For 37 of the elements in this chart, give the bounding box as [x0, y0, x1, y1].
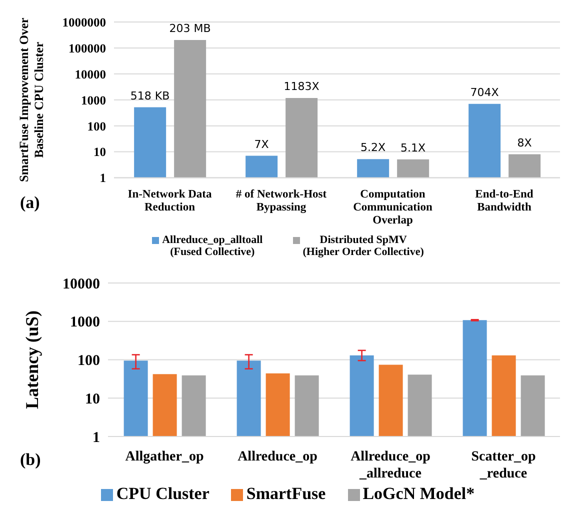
- y-tick-label: 1000: [70, 314, 100, 331]
- y-tick-label: 10000: [74, 67, 106, 82]
- data-label: 8X: [517, 136, 532, 150]
- data-label: 7X: [254, 138, 270, 151]
- data-label: 5.2X: [360, 141, 386, 154]
- legend-label: Distributed SpMV (Higher Order Collective): [302, 234, 424, 259]
- y-tick-label: 10: [94, 145, 106, 160]
- y-tick-label: 1000: [81, 93, 106, 108]
- y-tick-label: 1: [100, 171, 106, 186]
- x-tick-label: Scatter_op_reduce: [471, 449, 536, 482]
- y-tick-label: 100: [87, 119, 106, 134]
- x-tick-label: # of Network-Host Bypassing: [236, 188, 327, 214]
- y-tick-label: 100: [78, 353, 100, 370]
- x-tick-label: Allreduce_op_allreduce: [350, 449, 431, 482]
- text: (b): [20, 450, 41, 470]
- legend-label: Allreduce_op_alltoall (Fused Collective): [162, 234, 263, 259]
- y-tick-label: 1000000: [62, 15, 106, 30]
- data-label: 1183X: [284, 80, 320, 93]
- x-tick-label: End-to-End Bandwidth: [475, 188, 534, 214]
- text: (a): [20, 193, 40, 213]
- y-tick-label: 100000: [68, 41, 106, 56]
- annotation: 203 MB: [169, 22, 211, 35]
- annotation: 518 KB: [130, 89, 170, 102]
- x-tick-label: Allgather_op: [125, 449, 204, 464]
- x-tick-label: Computation Communication Overlap: [353, 188, 433, 227]
- x-tick-label: In-Network Data Reduction: [128, 188, 212, 214]
- y-axis-title: Latency (uS): [22, 310, 42, 409]
- legend-label: CPU Cluster: [116, 484, 210, 504]
- y-tick-label: 1: [92, 430, 100, 446]
- x-tick-label: Allreduce_op: [238, 449, 318, 464]
- y-tick-label: 10000: [62, 276, 100, 292]
- data-label: 704X: [470, 86, 500, 99]
- y-tick-label: 10: [85, 391, 100, 408]
- legend-label: SmartFuse: [246, 484, 326, 504]
- data-label: 5.1X: [400, 141, 426, 154]
- legend-label: LoGcN Model*: [362, 484, 475, 504]
- y-axis-title: SmartFuse Improvement Over Baseline CPU Cluster: [17, 17, 46, 182]
